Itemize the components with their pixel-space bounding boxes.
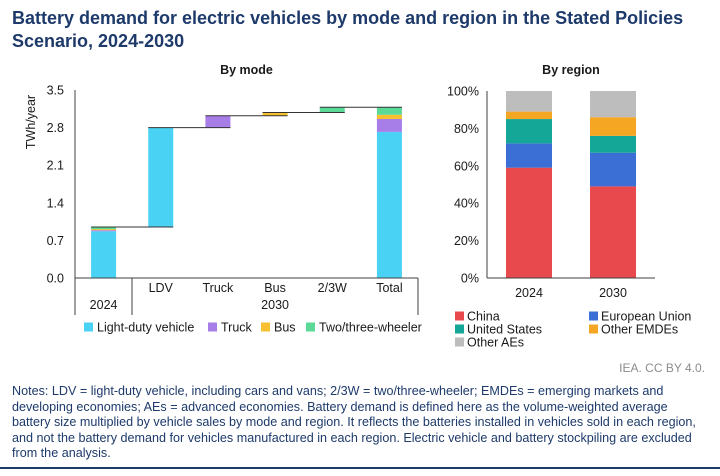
y-tick-label: 1.4 bbox=[47, 196, 64, 210]
y-tick-label: 2.1 bbox=[47, 159, 64, 173]
mode-bar-two-three-wheeler-2-3w bbox=[319, 107, 345, 113]
legend-label-two-three-wheeler: Two/three-wheeler bbox=[319, 321, 422, 335]
x-category-label: 2/3W bbox=[318, 281, 347, 295]
legend-swatch-two-three-wheeler bbox=[306, 322, 315, 332]
y-tick-label: 0% bbox=[461, 272, 479, 286]
legend-label-truck: Truck bbox=[221, 321, 253, 335]
region-bar-other-emdes-2024 bbox=[506, 111, 552, 120]
x-category-label: Total bbox=[376, 281, 402, 295]
region-bar-other-aes-2024 bbox=[506, 91, 552, 112]
legend-label-united-states: United States bbox=[467, 323, 542, 337]
x-category-label: Truck bbox=[203, 281, 235, 295]
legend-swatch-other-aes bbox=[455, 337, 464, 347]
y-tick-label: 2.8 bbox=[47, 121, 64, 135]
source-credit: IEA. CC BY 4.0. bbox=[619, 361, 705, 375]
y-tick-label: 3.5 bbox=[47, 84, 64, 98]
legend-swatch-china bbox=[455, 311, 464, 321]
by-mode-chart: By mode TWh/year 0.0 0.7 1.4 2.1 2.8 3.5 2024 203… bbox=[24, 63, 422, 335]
mode-bar-truck-truck bbox=[205, 115, 231, 128]
notes-line: Notes: LDV = light-duty vehicle, includi… bbox=[12, 384, 664, 398]
bottom-rule bbox=[0, 467, 720, 469]
mode-bar-bus-2024 bbox=[91, 229, 117, 231]
notes-line: battery size multiplied by vehicle sales… bbox=[12, 415, 696, 430]
legend-swatch-european-union bbox=[589, 311, 598, 321]
y-axis-label: TWh/year bbox=[24, 95, 38, 149]
x-group-label: 2024 bbox=[90, 298, 118, 312]
by-region-title: By region bbox=[542, 63, 600, 77]
region-bar-other-emdes-2030 bbox=[590, 117, 636, 136]
legend-label-other-emdes: Other EMDEs bbox=[601, 323, 678, 337]
notes-line: developing economies; AEs = advanced eco… bbox=[12, 399, 668, 414]
region-bar-china-2030 bbox=[590, 186, 636, 278]
mode-bar-light-duty-vehicle-2024 bbox=[91, 231, 117, 278]
by-region-chart: By region 0% 20% 40% 60% 80% 100% 2024 2030 China… bbox=[447, 63, 691, 350]
figure-title: Battery demand for electric vehicles by … bbox=[12, 8, 684, 51]
y-tick-label: 40% bbox=[454, 197, 479, 211]
x-category-label: 2030 bbox=[599, 286, 627, 300]
mode-bar-two-three-wheeler-2024 bbox=[91, 226, 117, 230]
x-category-label: Bus bbox=[264, 281, 286, 295]
legend-label-light-duty-vehicle: Light-duty vehicle bbox=[97, 321, 194, 335]
region-bar-united-states-2024 bbox=[506, 119, 552, 144]
notes-line: and not the battery demand for vehicles … bbox=[12, 430, 692, 445]
region-bar-european-union-2024 bbox=[506, 143, 552, 168]
region-bar-european-union-2030 bbox=[590, 152, 636, 187]
legend-swatch-light-duty-vehicle bbox=[84, 322, 93, 332]
legend-swatch-bus bbox=[261, 322, 270, 332]
x-category-label: LDV bbox=[149, 281, 174, 295]
legend-label-european-union: European Union bbox=[601, 310, 691, 324]
notes: Notes: LDV = light-duty vehicle, includi… bbox=[12, 384, 716, 462]
mode-bar-bus-total bbox=[376, 114, 402, 120]
mode-bar-two-three-wheeler-total bbox=[376, 107, 402, 115]
legend-label-bus: Bus bbox=[274, 321, 296, 335]
by-mode-title: By mode bbox=[220, 63, 273, 77]
region-bar-other-aes-2030 bbox=[590, 91, 636, 118]
region-bar-china-2024 bbox=[506, 167, 552, 278]
mode-bar-light-duty-vehicle-total bbox=[376, 131, 402, 278]
region-bar-united-states-2030 bbox=[590, 135, 636, 153]
legend-label-other-aes: Other AEs bbox=[467, 336, 524, 350]
y-tick-label: 20% bbox=[454, 234, 479, 248]
notes-line: from the analysis. bbox=[12, 446, 111, 461]
y-tick-label: 100% bbox=[447, 85, 479, 99]
y-tick-label: 0.0 bbox=[47, 272, 64, 286]
y-tick-label: 80% bbox=[454, 122, 479, 136]
legend-swatch-united-states bbox=[455, 324, 464, 334]
x-group-label: 2030 bbox=[261, 298, 289, 312]
mode-bar-bus-bus bbox=[262, 112, 288, 116]
x-category-label: 2024 bbox=[515, 286, 543, 300]
y-tick-label: 60% bbox=[454, 159, 479, 173]
y-tick-label: 0.7 bbox=[47, 234, 64, 248]
legend-swatch-truck bbox=[208, 322, 217, 332]
legend-label-china: China bbox=[467, 310, 500, 324]
mode-bar-truck-2024 bbox=[91, 230, 117, 232]
mode-bar-truck-total bbox=[376, 119, 402, 132]
legend-swatch-other-emdes bbox=[589, 324, 598, 334]
mode-bar-light-duty-vehicle-ldv bbox=[148, 127, 174, 227]
